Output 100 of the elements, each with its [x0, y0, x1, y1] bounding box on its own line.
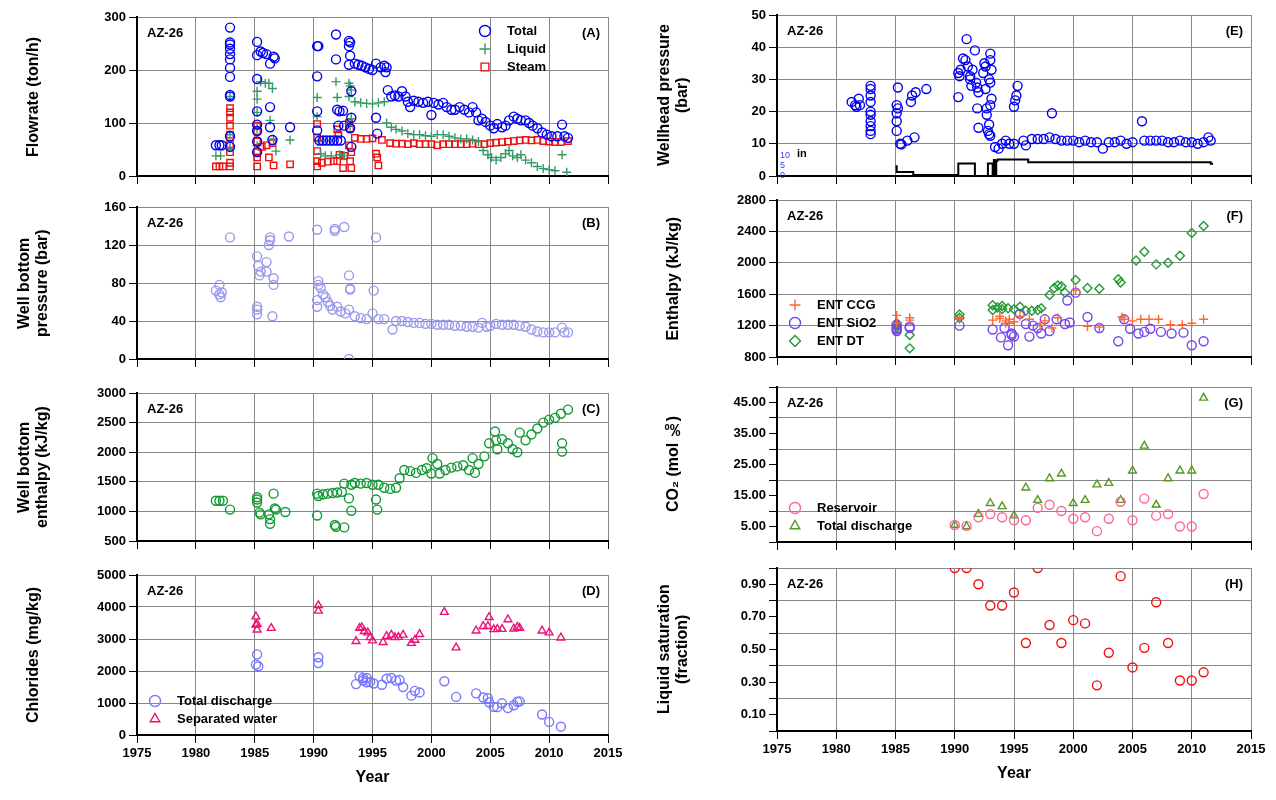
point — [997, 501, 1007, 510]
point — [987, 314, 998, 326]
y-tick-label: 35.00 — [733, 425, 766, 441]
point — [414, 687, 425, 698]
y2-tick-label: 0 — [780, 170, 786, 181]
point — [555, 721, 567, 732]
point — [470, 688, 482, 699]
point — [985, 600, 996, 611]
annotation: AZ-26 — [147, 214, 184, 230]
x-tick-label: 1975 — [762, 741, 792, 757]
point — [1082, 311, 1093, 323]
y-tick-label: 0 — [118, 726, 126, 742]
point — [313, 652, 324, 663]
point — [451, 642, 461, 651]
point — [390, 632, 400, 641]
point — [1187, 465, 1197, 474]
y-tick-label: 1600 — [737, 285, 766, 301]
point — [1175, 465, 1185, 474]
y2-tick-label: 5 — [780, 160, 786, 171]
point — [1103, 513, 1114, 524]
y-tick-label: 0 — [758, 167, 766, 183]
y-tick-label: 3000 — [97, 384, 126, 400]
y-tick-label: 45.00 — [733, 394, 766, 410]
legend-label: Steam — [506, 58, 547, 74]
point — [1068, 498, 1078, 507]
point — [1091, 525, 1103, 537]
point — [359, 626, 369, 635]
y-tick-label: 40 — [751, 38, 766, 54]
point — [1127, 315, 1138, 327]
point — [313, 600, 323, 609]
point — [1151, 597, 1162, 608]
x-axis-title: Year — [997, 763, 1031, 781]
point — [1155, 326, 1167, 338]
legend-label: Total — [506, 22, 538, 38]
point — [996, 600, 1008, 611]
point — [450, 691, 462, 703]
point — [1198, 336, 1209, 347]
x-tick-label: 2005 — [475, 745, 505, 761]
y-tick-label: 25.00 — [733, 456, 766, 472]
point — [1033, 494, 1043, 504]
point — [1068, 614, 1079, 626]
point — [973, 579, 984, 590]
point — [1162, 637, 1174, 649]
point — [992, 302, 1003, 313]
annotation: AZ-26 — [787, 575, 824, 591]
point — [1079, 512, 1091, 523]
x-axis-title: Year — [355, 767, 390, 785]
point — [488, 701, 499, 713]
point — [1036, 303, 1047, 314]
point — [381, 673, 392, 684]
point — [1162, 508, 1174, 520]
y-axis-title: Well bottom enthalpy (kJ/kg) — [15, 405, 51, 530]
point — [489, 624, 499, 633]
point — [350, 678, 362, 690]
point — [410, 634, 420, 643]
point — [1139, 440, 1149, 449]
y-axis-title: Liquid saturation (fraction) — [655, 583, 691, 717]
point — [1174, 250, 1186, 261]
point — [503, 614, 513, 623]
point — [1068, 513, 1079, 524]
y2-tick-label: 10 — [780, 150, 791, 161]
point — [544, 627, 554, 636]
point — [1020, 305, 1032, 316]
y-tick-label: 2000 — [97, 662, 126, 678]
x-tick-label: 1980 — [821, 741, 851, 757]
x-tick-label: 1990 — [299, 745, 329, 761]
point — [386, 672, 397, 684]
point — [406, 690, 417, 701]
y-axis-title: Well bottom pressure (bar) — [15, 228, 51, 339]
point — [367, 635, 378, 644]
point — [1127, 515, 1138, 526]
annotation: (B) — [581, 214, 600, 230]
point — [1199, 392, 1209, 401]
y-tick-label: 1000 — [97, 502, 126, 518]
point — [1036, 328, 1047, 339]
point — [1056, 637, 1067, 649]
x-tick-label: 1985 — [240, 745, 270, 761]
point — [987, 324, 998, 335]
annotation: AZ-26 — [147, 582, 184, 598]
y-tick-label: 10 — [751, 135, 766, 151]
point — [543, 716, 555, 728]
point — [1070, 274, 1081, 286]
point — [1020, 515, 1032, 526]
legend-label: Liquid — [506, 40, 547, 56]
legend-label: ENT SiO2 — [817, 314, 877, 330]
y-axis-title: Chlorides (mg/kg) — [24, 586, 42, 723]
point — [1002, 303, 1014, 314]
y-tick-label: 5000 — [97, 566, 126, 582]
point — [1020, 637, 1032, 649]
y-tick-label: 1500 — [97, 473, 126, 489]
annotation: (C) — [581, 400, 600, 416]
point — [1198, 667, 1209, 678]
point — [497, 623, 507, 633]
point — [1165, 319, 1176, 331]
point — [1166, 328, 1177, 339]
point — [1032, 502, 1043, 514]
point — [1056, 468, 1066, 477]
point — [1024, 331, 1035, 342]
point — [987, 304, 998, 316]
point — [973, 508, 984, 518]
